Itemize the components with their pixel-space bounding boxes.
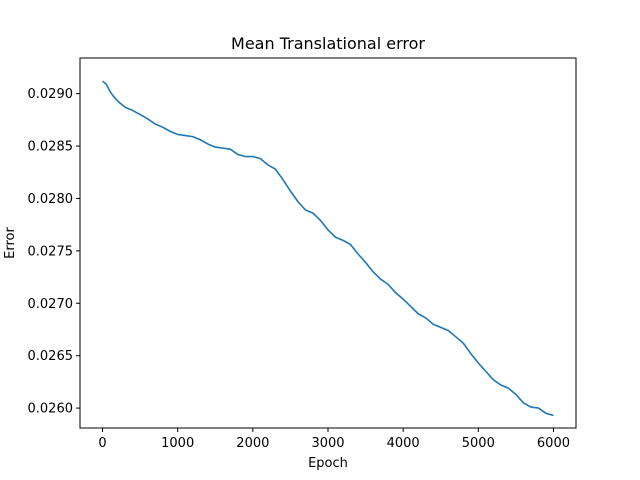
y-tick-label: 0.0290 bbox=[28, 87, 74, 102]
x-tick-label: 3000 bbox=[311, 436, 344, 451]
y-axis-label: Error bbox=[3, 227, 18, 259]
y-tick-label: 0.0265 bbox=[28, 349, 74, 364]
plot-frame bbox=[79, 57, 577, 429]
x-tick-label: 1000 bbox=[161, 436, 194, 451]
chart-title: Mean Translational error bbox=[231, 34, 425, 53]
y-tick-label: 0.0260 bbox=[28, 402, 74, 417]
x-axis-ticks: 0 1000 2000 3000 4000 5000 6000 bbox=[98, 428, 570, 451]
y-axis-ticks: 0.0260 0.0265 0.0270 0.0275 0.0280 0.0285 0.02… bbox=[28, 87, 80, 417]
x-tick-label: 4000 bbox=[387, 436, 420, 451]
y-tick-label: 0.0280 bbox=[28, 192, 74, 207]
x-tick-label: 0 bbox=[98, 436, 106, 451]
plot-lines bbox=[102, 80, 554, 417]
x-tick-label: 2000 bbox=[236, 436, 269, 451]
y-tick-label: 0.0275 bbox=[28, 244, 74, 259]
x-tick-label: 5000 bbox=[462, 436, 495, 451]
x-tick-label: 6000 bbox=[537, 436, 570, 451]
x-axis-label: Epoch bbox=[308, 456, 348, 471]
y-tick-label: 0.0270 bbox=[28, 297, 74, 312]
y-tick-label: 0.0285 bbox=[28, 140, 74, 155]
series-line bbox=[102, 80, 554, 417]
